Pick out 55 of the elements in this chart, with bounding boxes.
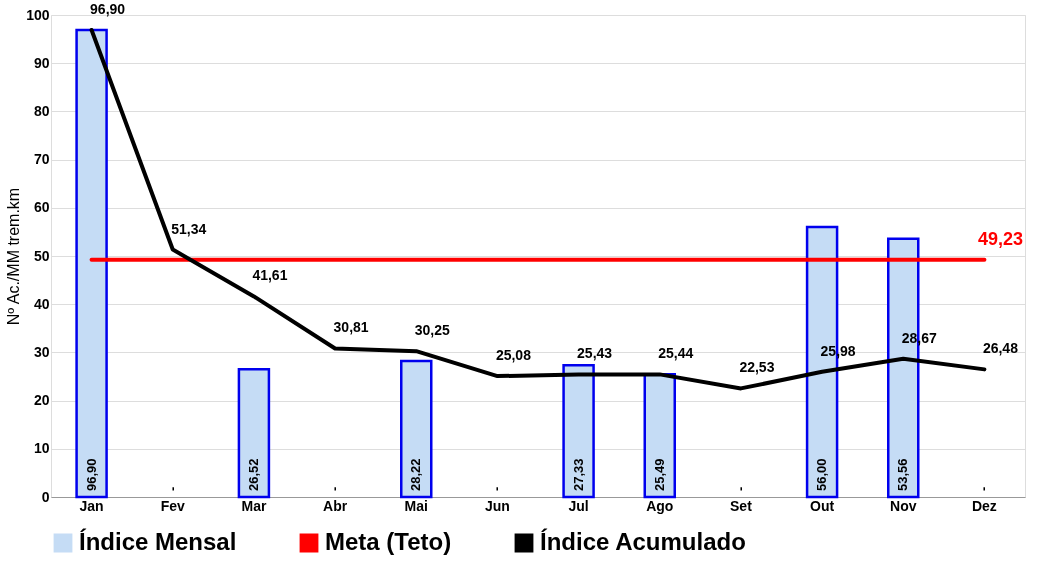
x-tick-label: Abr <box>323 497 348 514</box>
data-label: 41,61 <box>252 267 288 284</box>
data-label: 26,52 <box>245 458 261 491</box>
x-tick-label: Dez <box>971 497 997 514</box>
x-tick-label: Jul <box>568 497 589 514</box>
data-label: 25,49 <box>651 458 667 491</box>
data-label: 28,22 <box>408 458 424 491</box>
bar <box>400 359 433 499</box>
data-label: 51,34 <box>171 220 207 237</box>
data-label: 25,08 <box>495 347 532 364</box>
data-label: 96,90 <box>83 458 99 491</box>
legend-label: Meta (Teto) <box>325 528 452 555</box>
data-label: 96,90 <box>90 0 126 17</box>
y-tick-label: 40 <box>33 295 50 312</box>
text: - <box>976 486 992 491</box>
y-tick-label: 100 <box>26 6 50 23</box>
y-tick-label: 30 <box>33 343 50 360</box>
text: - <box>164 486 180 491</box>
y-tick-label: 60 <box>33 199 50 216</box>
data-label: 22,53 <box>739 359 775 376</box>
x-tick-label: Mar <box>241 497 267 514</box>
x-tick-label: Set <box>730 497 753 514</box>
data-label: 49,23 <box>977 228 1023 249</box>
data-label: 56,00 <box>814 458 830 491</box>
text: - <box>327 486 343 491</box>
bar <box>643 372 676 499</box>
y-tick-label: 70 <box>33 151 50 168</box>
x-tick-label: Nov <box>890 497 917 514</box>
legend-label: Índice Mensal <box>79 528 237 555</box>
y-tick-label: 90 <box>33 54 50 71</box>
x-tick-label: Jan <box>79 497 104 514</box>
data-label: 25,43 <box>577 345 613 362</box>
y-tick-label: 0 <box>41 488 50 505</box>
y-tick-label: 50 <box>33 247 50 264</box>
bar <box>237 367 271 499</box>
y-tick-label: 10 <box>33 440 50 457</box>
text: - <box>732 486 748 491</box>
x-tick-label: Fev <box>160 497 186 514</box>
data-label: 26,48 <box>982 340 1019 357</box>
y-tick-label: 20 <box>33 392 50 409</box>
y-axis-title: Nº Ac./MM trem.km <box>5 187 23 326</box>
bar <box>75 28 108 499</box>
data-label: 30,81 <box>333 319 369 336</box>
y-tick-label: 80 <box>33 102 50 119</box>
bar <box>562 364 595 499</box>
x-tick-label: Ago <box>646 497 674 514</box>
x-tick-label: Mai <box>404 497 428 514</box>
data-label: 53,56 <box>895 458 911 491</box>
legend-label: Índice Acumulado <box>540 528 746 555</box>
x-tick-label: Jun <box>484 497 510 514</box>
text: - <box>489 486 505 491</box>
data-label: 25,44 <box>658 345 694 362</box>
data-label: 30,25 <box>414 322 450 339</box>
data-label: 27,33 <box>570 458 586 491</box>
x-tick-label: Out <box>810 497 835 514</box>
